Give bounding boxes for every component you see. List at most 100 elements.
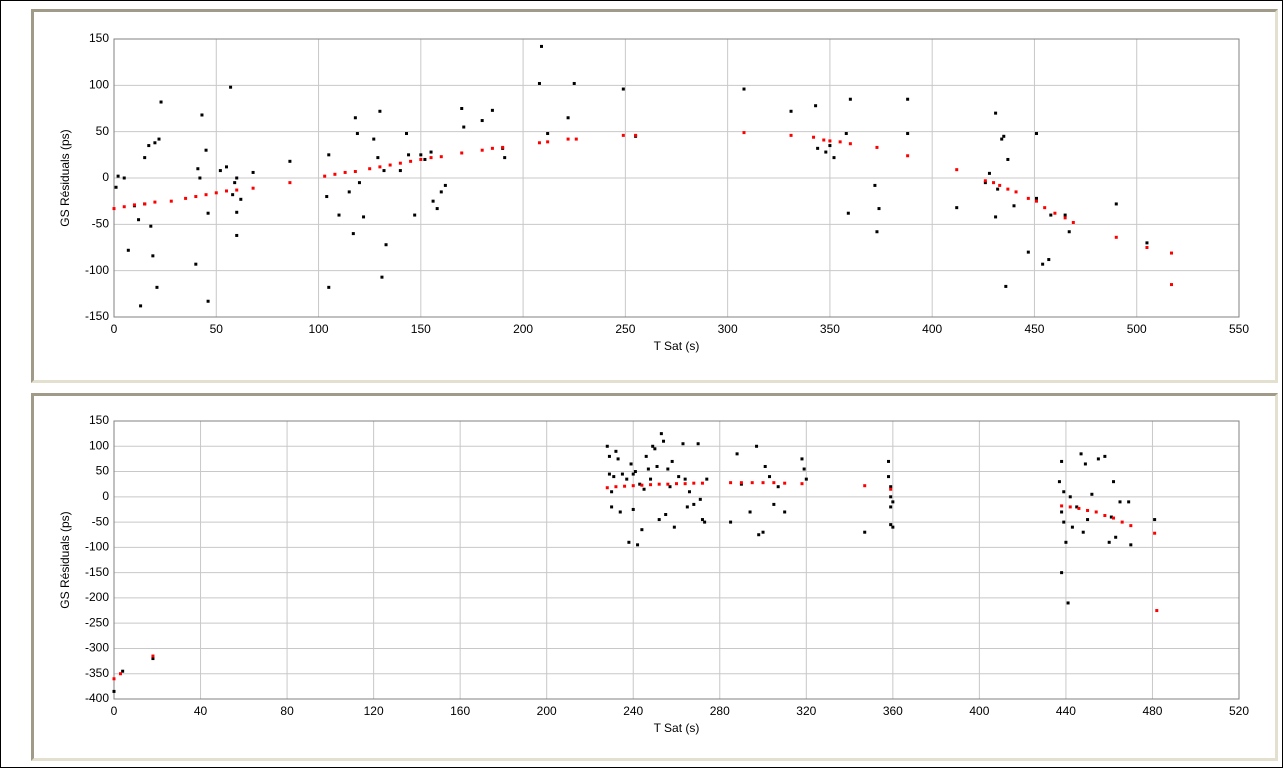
point [621,87,625,91]
point [906,97,910,101]
point [605,444,609,448]
point [610,490,614,494]
point [739,482,743,486]
x-tick-label: 480 [1142,704,1162,718]
point [889,485,893,489]
point [828,139,832,143]
point [629,462,633,466]
point [233,181,237,185]
point [983,181,987,185]
point [668,485,672,489]
x-tick-label: 40 [194,704,208,718]
point [431,199,435,203]
y-axis-label: GS Résiduals (ps) [58,511,72,608]
point [151,654,155,658]
point [889,487,893,491]
point [132,203,136,207]
point [800,482,804,486]
point [812,135,816,139]
point [1083,462,1087,466]
y-tick-label: 50 [96,464,110,478]
point [435,207,439,211]
point [1002,134,1006,138]
point [118,672,122,676]
y-tick-label: -50 [92,514,110,528]
point [683,482,687,486]
point [955,168,959,172]
point [1004,284,1008,288]
point [983,179,987,183]
point [1145,246,1149,249]
x-tick-label: 150 [411,322,431,336]
y-tick-label: -250 [85,615,109,629]
point [631,472,635,476]
point [343,170,347,174]
point [288,159,292,163]
point [666,467,670,471]
x-axis-label: T Sat (s) [654,721,700,735]
point [1129,524,1133,528]
point [1170,283,1173,287]
point [1060,510,1064,514]
point [1066,601,1070,605]
chart-panel: 0 40 80 120 160 200 240 280 320 360 400 440 480 520 -4… [31,393,1278,761]
point [490,108,494,112]
point [873,183,877,187]
point [1096,457,1100,461]
point [357,181,361,185]
point [380,275,384,279]
point [225,189,228,193]
point [1006,187,1010,191]
point [413,213,417,217]
point [696,442,700,446]
point [112,677,116,681]
point [998,183,1002,187]
point [546,132,550,136]
point [657,482,661,486]
point [906,154,910,158]
point [677,475,681,479]
point [362,215,366,219]
point [672,525,676,529]
x-tick-label: 80 [280,704,294,718]
point [634,133,638,137]
point [848,97,852,101]
point [1120,520,1124,524]
point [122,176,126,180]
x-tick-label: 520 [1229,704,1249,718]
point [657,518,661,522]
point [698,497,702,501]
point [1026,250,1030,254]
x-tick-label: 500 [1127,322,1147,336]
point [761,530,765,534]
point [631,507,635,511]
point [889,523,893,527]
point [1035,132,1038,136]
point [610,505,614,509]
point [994,111,998,115]
point [666,482,670,486]
point [235,188,239,192]
point [1094,510,1098,514]
point [159,100,163,104]
point [848,142,852,146]
point [772,502,776,506]
point [955,206,959,210]
point [994,215,998,219]
point [875,230,879,234]
point [772,481,776,485]
point [1071,220,1075,224]
point [692,502,696,506]
y-tick-label: 0 [102,170,109,184]
point [1112,480,1116,484]
point [638,482,642,486]
y-tick-label: -200 [85,590,109,604]
point [705,477,709,481]
point [824,150,828,154]
point [1155,609,1159,613]
point [1086,518,1090,522]
point [184,196,188,200]
point [1068,495,1072,499]
point [631,484,635,488]
point [614,449,618,453]
